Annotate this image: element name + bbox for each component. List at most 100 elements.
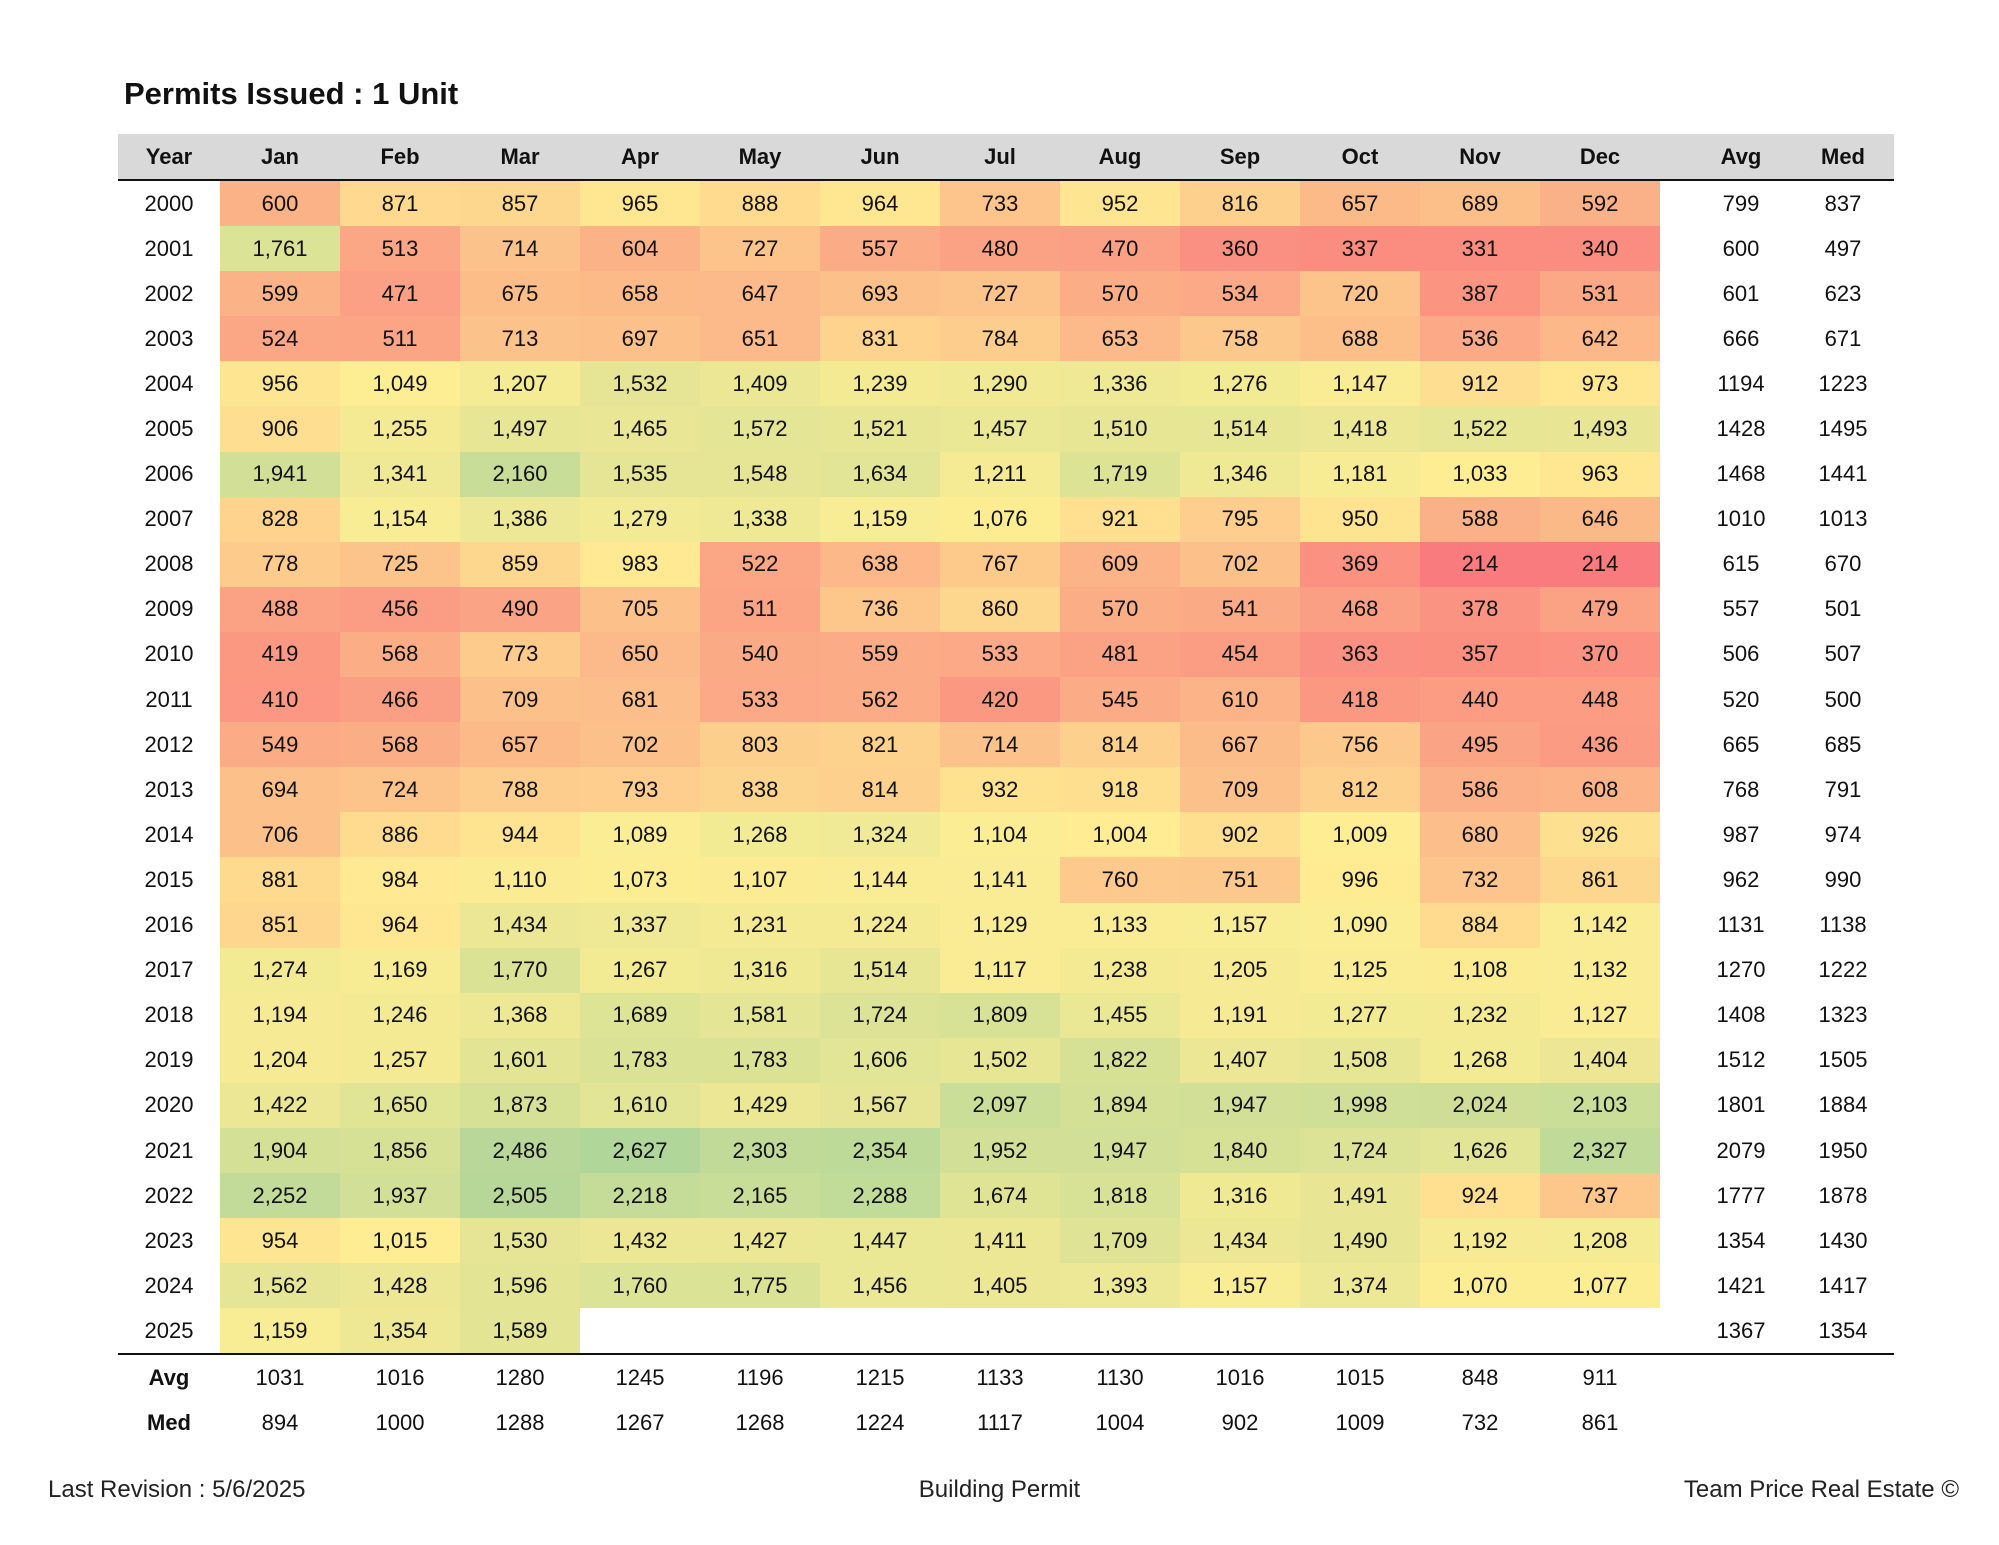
row-avg-cell: 520 (1722, 686, 1760, 712)
month-value-cell: 1,132 (1540, 947, 1660, 993)
row-med-cell: 1138 (1819, 912, 1867, 938)
month-value-cell: 456 (340, 586, 460, 632)
month-value-cell: 1,456 (820, 1263, 940, 1309)
table-row: 2007 828 1,154 1,386 1,279 1,338 1,159 1,076 921… (118, 496, 1894, 542)
month-value-cell: 448 (1540, 677, 1660, 723)
month-value-cell: 727 (700, 226, 820, 272)
month-value-cell: 1,873 (460, 1082, 580, 1128)
column-header-month: Mar (460, 134, 580, 181)
summary-value-cell: 1016 (375, 1364, 425, 1390)
month-value-cell: 1,108 (1420, 947, 1540, 993)
table-row: 2010 419 568 773 650 540 559 533 481 454 363 357 370… (118, 631, 1894, 678)
month-value-cell: 1,689 (580, 992, 700, 1038)
table-row: 2021 1,904 1,856 2,486 2,627 2,303 2,354 1,952 1… (118, 1127, 1894, 1174)
month-value-cell: 524 (220, 316, 340, 362)
year-cell: 2010 (144, 641, 194, 667)
month-value-cell: 651 (700, 316, 820, 362)
month-value-cell: 1,770 (460, 947, 580, 993)
month-value-cell: 490 (460, 586, 580, 632)
gap-cell (1660, 1173, 1690, 1218)
gap-cell (1660, 903, 1690, 948)
month-value-cell: 1,947 (1060, 1127, 1180, 1174)
month-value-cell: 488 (220, 586, 340, 632)
row-avg-cell: 1512 (1716, 1047, 1766, 1073)
row-med-cell: 1417 (1818, 1272, 1868, 1298)
permits-table: Year Jan Feb Mar Apr May Jun Jul Aug Sep Oct Nov Dec… (118, 134, 1894, 1445)
month-value-cell: 559 (820, 631, 940, 678)
row-med-cell: 685 (1824, 731, 1862, 757)
month-value-cell: 859 (460, 541, 580, 587)
month-value-cell: 720 (1300, 271, 1420, 317)
month-value-cell: 1,952 (940, 1127, 1060, 1174)
month-value-cell: 793 (580, 767, 700, 813)
month-value-cell: 1,522 (1420, 406, 1540, 452)
year-cell: 2018 (144, 1002, 194, 1028)
gap-cell (1660, 587, 1690, 632)
month-value-cell: 378 (1420, 586, 1540, 632)
month-value-cell: 1,429 (700, 1082, 820, 1128)
column-header-month: May (700, 134, 820, 181)
month-value-cell: 1,809 (940, 992, 1060, 1038)
summary-value-cell: 1268 (735, 1409, 785, 1435)
gap-cell (1660, 857, 1690, 902)
month-value-cell: 600 (220, 180, 340, 227)
month-value-cell: 902 (1180, 812, 1300, 858)
month-value-cell: 689 (1420, 180, 1540, 227)
row-avg-cell: 665 (1722, 731, 1760, 757)
year-cell: 2002 (144, 280, 194, 306)
year-cell: 2017 (144, 957, 194, 983)
row-avg-cell: 1421 (1716, 1272, 1766, 1298)
month-value-cell: 1,147 (1300, 361, 1420, 407)
month-value-cell: 706 (220, 812, 340, 858)
gap-cell (1660, 632, 1690, 677)
month-value-cell: 1,192 (1420, 1218, 1540, 1264)
year-cell: 2013 (144, 776, 194, 802)
month-value-cell: 1,368 (460, 992, 580, 1038)
month-value-cell: 918 (1060, 767, 1180, 813)
month-value-cell: 470 (1060, 226, 1180, 272)
month-value-cell: 1,157 (1180, 902, 1300, 948)
month-value-cell: 1,224 (820, 902, 940, 948)
summary-value-cell: 1224 (855, 1409, 905, 1435)
month-value-cell: 1,211 (940, 451, 1060, 497)
row-avg-cell: 1367 (1690, 1308, 1792, 1356)
month-value-cell: 861 (1540, 857, 1660, 903)
month-value-cell: 387 (1420, 271, 1540, 317)
month-value-cell: 657 (1300, 180, 1420, 227)
row-avg-cell: 1270 (1716, 957, 1766, 983)
year-cell: 2004 (144, 370, 194, 396)
month-value-cell: 751 (1180, 857, 1300, 903)
month-value-cell: 2,486 (460, 1127, 580, 1174)
month-value-cell: 1,562 (220, 1263, 340, 1309)
month-value-cell: 1,840 (1180, 1127, 1300, 1174)
month-value-cell (1420, 1308, 1540, 1356)
month-value-cell: 693 (820, 271, 940, 317)
month-value-cell: 658 (580, 271, 700, 317)
month-value-cell (1180, 1308, 1300, 1356)
summary-row: Avg 1031 1016 1280 1245 1196 1215 1133 1130 1016 1… (118, 1354, 1894, 1400)
table-row: 2022 2,252 1,937 2,505 2,218 2,165 2,288 1,674 1… (118, 1173, 1894, 1219)
month-value-cell: 1,493 (1540, 406, 1660, 452)
month-value-cell: 1,089 (580, 812, 700, 858)
table-row: 2018 1,194 1,246 1,368 1,689 1,581 1,724 1,809 1… (118, 992, 1894, 1038)
month-value-cell: 440 (1420, 677, 1540, 723)
month-value-cell: 1,904 (220, 1127, 340, 1174)
month-value-cell: 860 (940, 586, 1060, 632)
month-value-cell: 732 (1420, 857, 1540, 903)
column-header-month: Dec (1540, 134, 1660, 181)
month-value-cell: 964 (340, 902, 460, 948)
month-value-cell: 1,274 (220, 947, 340, 993)
table-row: 2008 778 725 859 983 522 638 767 609 702 369 214 214… (118, 541, 1894, 587)
month-value-cell: 1,761 (220, 226, 340, 272)
month-value-cell (1300, 1308, 1420, 1356)
year-cell: 2001 (144, 235, 194, 261)
month-value-cell: 1,760 (580, 1263, 700, 1309)
column-header-month: Jul (940, 134, 1060, 181)
month-value-cell: 2,505 (460, 1173, 580, 1219)
month-value-cell: 1,428 (340, 1263, 460, 1309)
month-value-cell: 466 (340, 677, 460, 723)
month-value-cell: 814 (1060, 722, 1180, 768)
month-value-cell: 1,626 (1420, 1127, 1540, 1174)
month-value-cell: 1,532 (580, 361, 700, 407)
month-value-cell: 984 (340, 857, 460, 903)
